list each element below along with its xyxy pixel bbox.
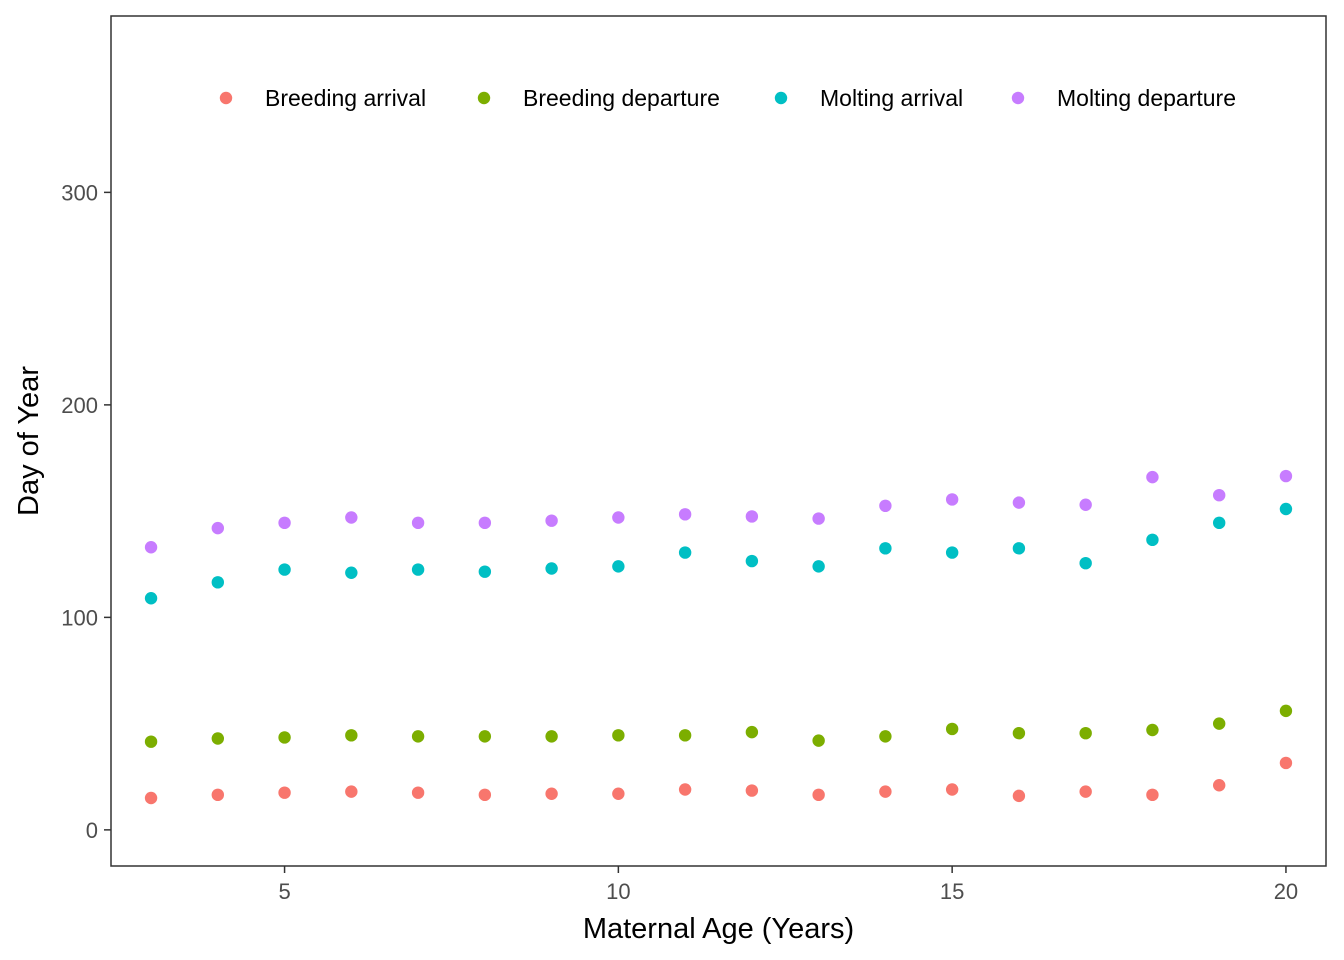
point-breeding-arrival (945, 783, 959, 796)
point-breeding-departure (879, 730, 892, 743)
point-molting-arrival (545, 562, 558, 575)
point-breeding-departure (545, 730, 558, 743)
legend-label-breeding-departure: Breeding departure (523, 85, 720, 111)
point-molting-arrival (278, 563, 291, 576)
x-tick-label: 10 (606, 879, 630, 904)
point-breeding-arrival (745, 784, 759, 797)
point-molting-departure (1079, 498, 1092, 511)
point-molting-departure (345, 511, 358, 524)
legend-label-molting-departure: Molting departure (1057, 85, 1236, 111)
point-breeding-departure (612, 729, 625, 742)
point-molting-arrival (945, 546, 959, 559)
point-molting-departure (1146, 470, 1159, 484)
point-breeding-departure (478, 730, 492, 743)
point-molting-departure (812, 512, 825, 525)
point-molting-arrival (345, 566, 358, 579)
point-molting-arrival (612, 560, 625, 573)
panel-border (110, 15, 1327, 867)
point-breeding-departure (812, 734, 825, 747)
point-molting-arrival (211, 576, 225, 589)
point-molting-departure (612, 511, 625, 524)
point-breeding-arrival (879, 785, 892, 798)
x-tick-label: 20 (1274, 879, 1298, 904)
point-breeding-departure (1279, 704, 1293, 718)
point-breeding-departure (1146, 723, 1159, 737)
point-breeding-departure (144, 735, 158, 748)
point-molting-arrival (1279, 502, 1293, 516)
data-points (144, 469, 1293, 805)
point-molting-arrival (1212, 516, 1226, 530)
point-molting-departure (945, 493, 959, 506)
point-breeding-departure (678, 729, 692, 742)
point-breeding-arrival (278, 786, 291, 799)
point-molting-departure (411, 516, 425, 530)
point-breeding-arrival (211, 788, 225, 802)
legend: Breeding arrival Breeding departure Moltin… (219, 85, 1236, 111)
point-breeding-departure (211, 732, 225, 745)
point-breeding-arrival (1279, 756, 1293, 770)
legend-key-breeding-departure (477, 91, 491, 105)
point-breeding-departure (1212, 717, 1226, 730)
point-breeding-arrival (1012, 789, 1026, 803)
point-molting-departure (1212, 488, 1226, 502)
point-molting-arrival (745, 554, 759, 568)
y-tick-label: 300 (61, 180, 98, 205)
point-molting-departure (1012, 496, 1026, 509)
point-breeding-arrival (478, 788, 492, 802)
point-breeding-arrival (545, 787, 558, 800)
point-breeding-arrival (144, 791, 158, 805)
point-molting-arrival (879, 542, 892, 555)
point-breeding-arrival (345, 785, 358, 798)
point-molting-arrival (812, 560, 825, 573)
point-molting-arrival (1146, 533, 1159, 547)
x-axis: 5 10 15 20 (278, 866, 1298, 904)
legend-label-molting-arrival: Molting arrival (820, 85, 963, 111)
point-molting-departure (745, 510, 759, 523)
legend-label-breeding-arrival: Breeding arrival (265, 85, 426, 111)
x-tick-label: 15 (940, 879, 964, 904)
point-molting-arrival (478, 565, 492, 578)
point-molting-departure (1279, 469, 1293, 483)
point-breeding-departure (411, 730, 425, 743)
point-breeding-arrival (1146, 788, 1159, 802)
y-tick-label: 200 (61, 393, 98, 418)
y-axis: 0 100 200 300 (61, 180, 111, 843)
point-molting-departure (478, 516, 492, 530)
point-breeding-departure (1079, 726, 1092, 740)
x-axis-title: Maternal Age (Years) (583, 913, 854, 945)
y-axis-title: Day of Year (13, 366, 45, 516)
legend-key-breeding-arrival (219, 91, 233, 105)
point-molting-arrival (411, 563, 425, 576)
point-molting-departure (211, 521, 225, 535)
point-breeding-departure (1012, 726, 1026, 740)
point-molting-arrival (678, 546, 692, 559)
point-breeding-arrival (1212, 779, 1226, 792)
legend-key-molting-arrival (774, 91, 788, 105)
legend-key-molting-departure (1011, 91, 1025, 105)
x-tick-label: 5 (278, 879, 290, 904)
point-breeding-arrival (812, 788, 825, 802)
point-breeding-departure (745, 725, 759, 739)
point-molting-departure (278, 516, 291, 530)
point-molting-arrival (1079, 556, 1092, 570)
point-breeding-arrival (1079, 785, 1092, 798)
point-breeding-departure (345, 729, 358, 742)
point-breeding-departure (278, 731, 291, 744)
point-molting-departure (144, 541, 158, 554)
point-breeding-arrival (612, 787, 625, 800)
point-breeding-departure (945, 722, 959, 736)
point-molting-departure (879, 499, 892, 513)
y-tick-label: 0 (86, 818, 98, 843)
point-molting-arrival (144, 592, 158, 605)
point-molting-departure (545, 514, 558, 527)
point-breeding-arrival (411, 786, 425, 799)
point-molting-departure (678, 508, 692, 521)
point-breeding-arrival (678, 783, 692, 796)
point-molting-arrival (1012, 542, 1026, 555)
y-tick-label: 100 (61, 605, 98, 630)
